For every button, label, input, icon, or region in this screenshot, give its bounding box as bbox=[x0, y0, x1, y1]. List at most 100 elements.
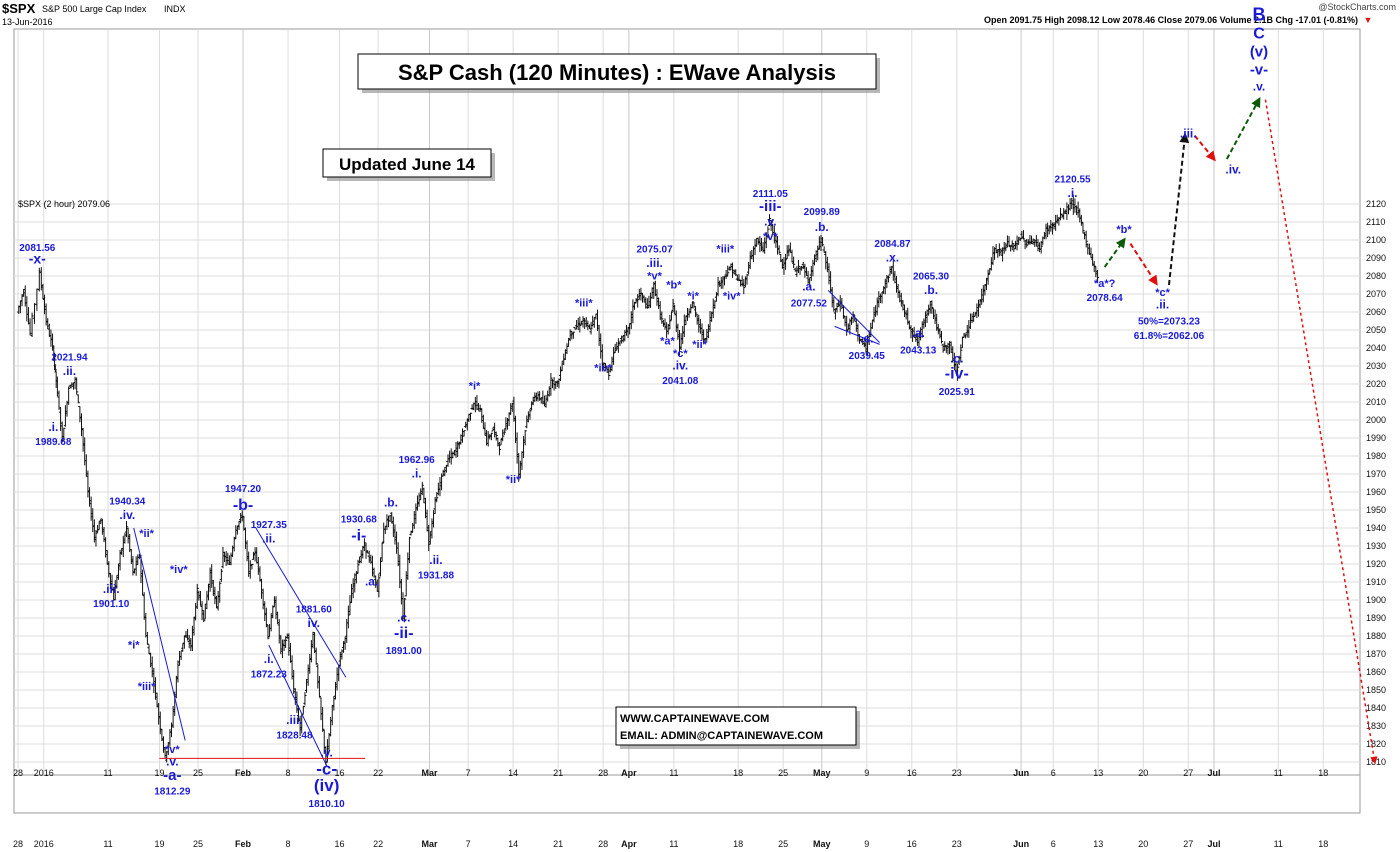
price-bar bbox=[767, 214, 772, 227]
x-tick-label-bottom: 18 bbox=[1318, 839, 1328, 849]
x-tick-label-bottom: 25 bbox=[778, 839, 788, 849]
price-bar bbox=[986, 269, 990, 285]
price-bar bbox=[796, 260, 801, 273]
price-bar bbox=[1084, 230, 1088, 248]
wave-label: *iv* bbox=[594, 362, 612, 374]
wave-label: .v. bbox=[1253, 80, 1265, 94]
email-label: EMAIL: ADMIN@CAPTAINEWAVE.COM bbox=[620, 730, 823, 742]
price-bar bbox=[435, 492, 439, 503]
brand-watermark: @StockCharts.com bbox=[1318, 2, 1396, 12]
price-bar bbox=[959, 344, 963, 363]
wave-label: *b* bbox=[1116, 224, 1132, 236]
x-tick-label: 28 bbox=[13, 768, 23, 778]
price-bar bbox=[742, 279, 746, 295]
wave-label: *iv* bbox=[723, 290, 741, 302]
wave-label: 1881.60 bbox=[296, 605, 333, 616]
y-tick-label: 2010 bbox=[1366, 397, 1386, 407]
price-bar bbox=[317, 676, 322, 698]
wave-label: -c- bbox=[316, 760, 337, 779]
x-tick-label-bottom: 7 bbox=[466, 839, 471, 849]
wave-label: -a- bbox=[163, 767, 181, 784]
wave-label: 2025.91 bbox=[939, 387, 976, 398]
price-bar bbox=[502, 429, 506, 436]
x-tick-label: 11 bbox=[669, 768, 678, 778]
x-tick-label-bottom: May bbox=[813, 839, 831, 849]
price-bar bbox=[321, 707, 325, 732]
wave-label: *a*? bbox=[1094, 278, 1116, 290]
price-bar bbox=[284, 636, 288, 649]
price-bar bbox=[571, 331, 575, 339]
wave-label: *iv* bbox=[170, 564, 188, 576]
price-bar bbox=[67, 386, 71, 405]
price-bar bbox=[264, 607, 268, 628]
y-tick-label: 2040 bbox=[1366, 343, 1386, 353]
price-bar bbox=[726, 265, 730, 277]
trend-line bbox=[268, 644, 328, 766]
y-tick-label: 1950 bbox=[1366, 505, 1386, 515]
wave-label: .c. bbox=[950, 351, 963, 365]
y-tick-label: 1920 bbox=[1366, 559, 1386, 569]
wave-label: -x- bbox=[29, 250, 46, 266]
price-bar bbox=[75, 377, 79, 395]
wave-label: 1947.20 bbox=[225, 484, 262, 495]
wave-label: 2065.30 bbox=[913, 272, 950, 283]
x-tick-label: 6 bbox=[1051, 768, 1056, 778]
wave-label: .iii. bbox=[286, 713, 303, 727]
wave-label: 2043.13 bbox=[900, 345, 937, 356]
price-bar bbox=[403, 597, 407, 623]
wave-label: -v- bbox=[1250, 61, 1268, 78]
wave-label: .b. bbox=[384, 495, 398, 509]
x-tick-label: 23 bbox=[952, 768, 962, 778]
price-bar bbox=[37, 267, 41, 292]
x-tick-label: 19 bbox=[154, 768, 164, 778]
x-tick-label: 18 bbox=[1318, 768, 1328, 778]
price-bar bbox=[1031, 238, 1035, 245]
wave-label: (v) bbox=[1250, 43, 1268, 60]
wave-label: .iii. bbox=[646, 256, 663, 270]
exchange-label: INDX bbox=[164, 4, 186, 14]
x-tick-label: Jun bbox=[1013, 768, 1029, 778]
price-bar bbox=[886, 275, 891, 283]
wave-label: 1891.00 bbox=[386, 646, 423, 657]
wave-label: *b* bbox=[666, 280, 682, 292]
wave-label: .ii. bbox=[429, 553, 442, 567]
y-tick-label: 1990 bbox=[1366, 433, 1386, 443]
wave-label: .a. bbox=[802, 279, 815, 293]
wave-label: *a* bbox=[660, 335, 675, 347]
x-tick-label: 11 bbox=[1274, 768, 1283, 778]
wave-labels: 2081.56-x-2021.94.ii..i.1989.681940.34.i… bbox=[19, 4, 1268, 810]
x-tick-label-bottom: 9 bbox=[864, 839, 869, 849]
x-tick-label: 25 bbox=[193, 768, 203, 778]
price-bar bbox=[145, 631, 150, 645]
price-bar bbox=[1092, 260, 1096, 273]
x-tick-label: 14 bbox=[508, 768, 518, 778]
price-bar bbox=[690, 301, 694, 309]
price-bar bbox=[1025, 238, 1029, 248]
x-tick-label: 18 bbox=[733, 768, 743, 778]
x-tick-label: 7 bbox=[466, 768, 471, 778]
y-tick-label: 1940 bbox=[1366, 523, 1386, 533]
wave-label: *i* bbox=[128, 640, 140, 652]
wave-label: 1940.34 bbox=[109, 497, 146, 508]
y-tick-label: 1850 bbox=[1366, 685, 1386, 695]
y-tick-label: 2070 bbox=[1366, 289, 1386, 299]
wave-label: *i* bbox=[687, 290, 699, 302]
x-tick-label: Feb bbox=[235, 768, 252, 778]
wave-label: *c* bbox=[673, 348, 688, 360]
x-tick-label-bottom: 6 bbox=[1051, 839, 1056, 849]
wave-label: C bbox=[1253, 25, 1265, 42]
x-axis-bottom: 28 2016 11 19 25 Feb 8 16 22 Mar 7 14 21 28 Apr 11 18 25 M… bbox=[13, 839, 1328, 849]
price-bar bbox=[324, 746, 328, 766]
trend-line bbox=[133, 527, 186, 741]
y-tick-label: 1870 bbox=[1366, 649, 1386, 659]
index-name: S&P 500 Large Cap Index bbox=[42, 4, 147, 14]
projection-arrow bbox=[1103, 237, 1126, 268]
grid bbox=[14, 29, 1360, 775]
wave-label: -b- bbox=[233, 497, 253, 514]
price-bar bbox=[35, 288, 39, 311]
chg-down-icon: ▼ bbox=[1364, 15, 1373, 25]
x-tick-label: 16 bbox=[334, 768, 344, 778]
wave-label: 61.8%=2062.06 bbox=[1134, 331, 1205, 342]
x-tick-label-bottom: 11 bbox=[1274, 839, 1283, 849]
wave-label: 1901.10 bbox=[93, 599, 130, 610]
